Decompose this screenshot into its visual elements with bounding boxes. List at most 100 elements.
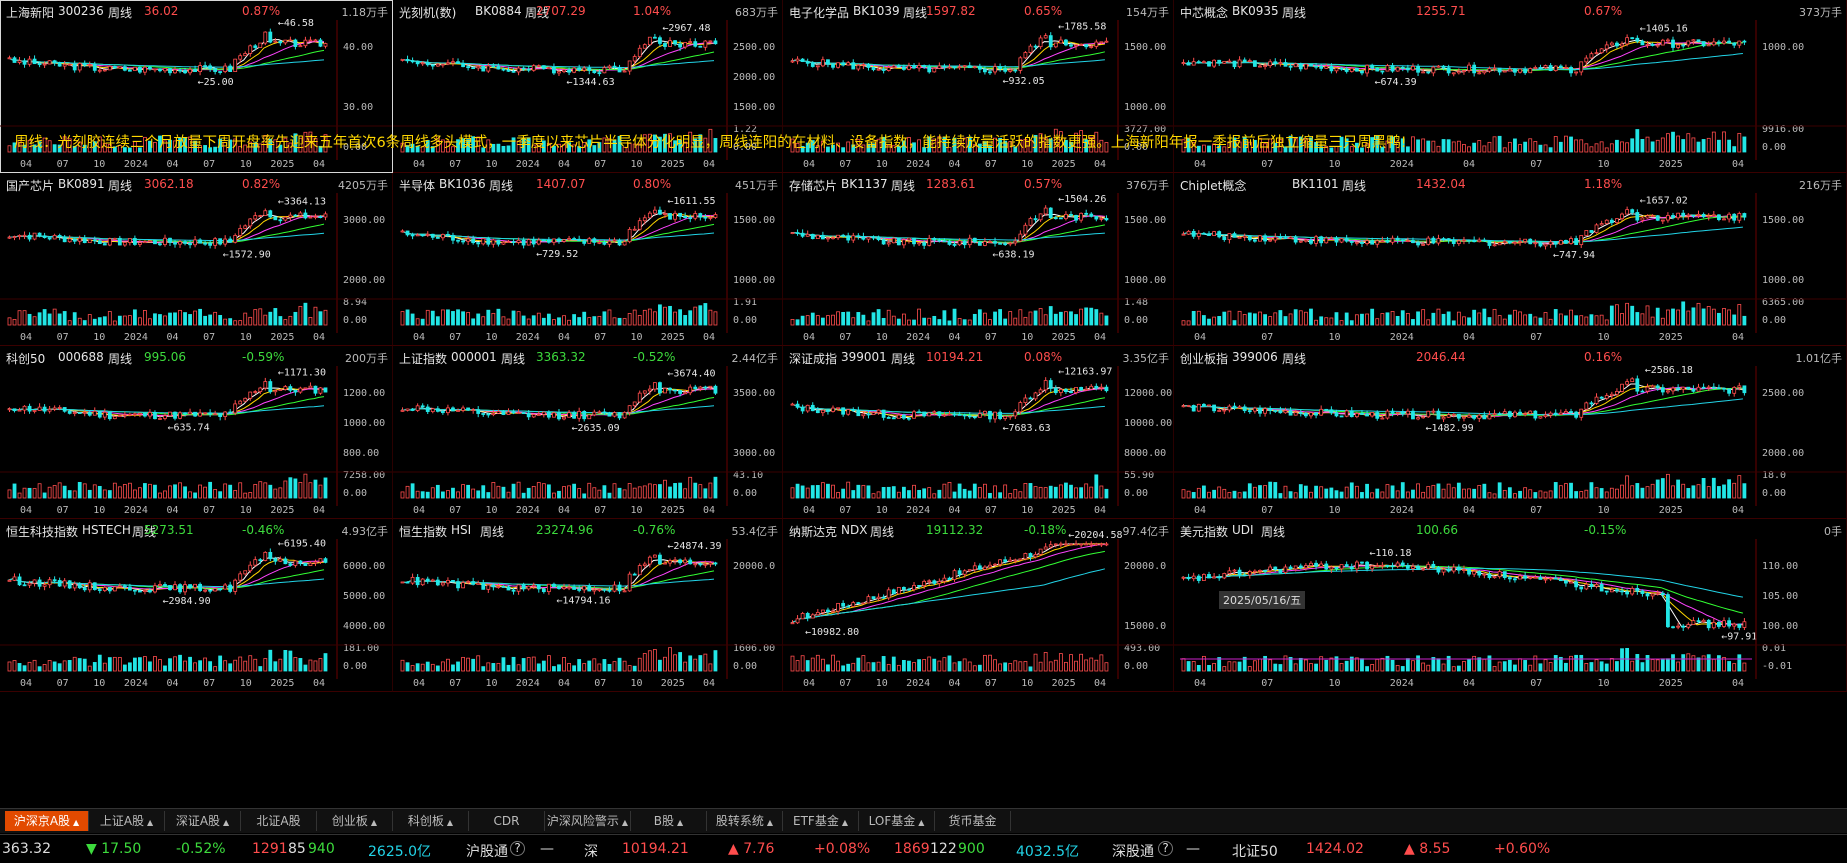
sgt-label[interactable]: 深股通 [1112, 844, 1154, 860]
period-low-label: ←747.94 [1553, 250, 1595, 261]
candlestick-chart[interactable]: ←3364.13←1572.903000.002000.008.940.0004… [0, 173, 393, 344]
market-tab[interactable]: 北证A股 [241, 811, 317, 831]
candlestick-chart[interactable]: ←1785.58←932.051500.001000.003727.000.00… [783, 0, 1174, 171]
market-tab[interactable]: 上证A股 ▲ [89, 811, 165, 831]
volume-tick-label: 0.00 [1124, 488, 1148, 499]
tab-dropdown-icon[interactable]: ▲ [621, 818, 629, 827]
volume-bar [647, 483, 652, 499]
market-tab[interactable]: LOF基金 ▲ [859, 811, 935, 831]
candle [228, 584, 233, 592]
market-tab[interactable]: ETF基金 ▲ [783, 811, 859, 831]
chart-panel[interactable]: 存储芯片 BK1137 周线 1283.61 0.57% 376万手 ←1504.26 ←63… [783, 173, 1174, 346]
chart-panel[interactable]: 中芯概念 BK0935 周线 1255.71 0.67% 373万手 ←1405.16 ←67… [1174, 0, 1847, 173]
volume-bar [800, 146, 805, 153]
chart-panel[interactable]: 深证成指 399001 周线 10194.21 0.08% 3.35亿手 ←12163.97… [783, 346, 1174, 519]
period-low-label: ←1344.63 [566, 77, 614, 88]
market-tab[interactable]: 沪深风险警示 ▲ [545, 811, 631, 831]
chart-panel[interactable]: 半导体 BK1036 周线 1407.07 0.80% 451万手 ←1611.55 ←729… [393, 173, 783, 346]
candlestick-chart[interactable]: ←20204.58←10982.8020000.015000.0493.000.… [783, 519, 1174, 690]
candle [168, 411, 172, 417]
candle [1604, 219, 1609, 224]
volume-bar [957, 140, 962, 153]
market-tab[interactable]: 创业板 ▲ [317, 811, 393, 831]
chart-panel[interactable]: Chiplet概念 BK1101 周线 1432.04 1.18% 216万手 ←1657.… [1174, 173, 1847, 346]
volume-bar [67, 320, 72, 326]
volume-bar [420, 318, 425, 326]
chart-panel[interactable]: 电子化学品 BK1039 周线 1597.82 0.65% 154万手 ←1785.58 ←9… [783, 0, 1174, 173]
volume-bar [1104, 662, 1109, 672]
candlestick-chart[interactable]: ←1171.30←635.741200.001000.00800.007258.… [0, 346, 393, 517]
candlestick-chart[interactable]: ←1657.02←747.941500.001000.006365.000.00… [1174, 173, 1847, 344]
candle [1048, 207, 1053, 219]
help-icon[interactable]: ? [1158, 841, 1173, 856]
time-axis-label: 2024 [516, 159, 540, 170]
candlestick-chart[interactable]: ←6195.40←2984.906000.005000.004000.00181… [0, 519, 393, 690]
volume-bar [1298, 310, 1303, 326]
candle [957, 414, 962, 416]
market-tab[interactable]: 股转系统 ▲ [707, 811, 783, 831]
candle [153, 240, 157, 245]
market-tab[interactable]: CDR [469, 811, 545, 831]
candlestick-chart[interactable]: ←2586.18←1482.992500.002000.0018.00.0004… [1174, 346, 1847, 517]
volume-bar [1319, 146, 1324, 153]
tab-dropdown-icon[interactable]: ▲ [841, 818, 848, 827]
chart-panel[interactable]: 恒生指数 HSI 周线 23274.96 -0.76% 53.4亿手 ←24874.39 ←1… [393, 519, 783, 692]
candle [323, 387, 328, 393]
time-axis-label: 04 [413, 678, 425, 689]
chart-panel[interactable]: 科创50 000688 周线 995.06 -0.59% 200万手 ←1171.30 ←63… [0, 346, 393, 519]
tab-dropdown-icon[interactable]: ▲ [370, 818, 378, 827]
tab-dropdown-icon[interactable]: ▲ [73, 818, 80, 827]
volume-bar [1640, 662, 1645, 672]
candle [1660, 387, 1665, 393]
candle [881, 596, 886, 599]
volume-bar [303, 302, 308, 326]
candle [12, 57, 17, 63]
panel-header: 创业板指 399006 周线 2046.44 0.16% 1.01亿手 [1180, 350, 1842, 366]
help-icon[interactable]: ? [510, 841, 525, 856]
market-tab[interactable]: 货币基金 [935, 811, 1011, 831]
chart-panel[interactable]: 美元指数 UDI 周线 100.66 -0.15% 0手 ←110.18 ←97.91 110.… [1174, 519, 1847, 692]
chart-panel[interactable]: 创业板指 399006 周线 2046.44 0.16% 1.01亿手 ←2586.18 ←1… [1174, 346, 1847, 519]
candle [1548, 577, 1553, 580]
candlestick-chart[interactable]: ←3674.40←2635.093500.003000.0043.100.000… [393, 346, 783, 517]
market-tab[interactable]: B股 ▲ [631, 811, 707, 831]
market-tab[interactable]: 科创板 ▲ [393, 811, 469, 831]
candle [967, 569, 972, 572]
candle [1089, 46, 1094, 48]
time-axis-label: 07 [203, 332, 215, 343]
candle [32, 410, 37, 412]
volume-bar [1390, 485, 1395, 499]
candle [1089, 385, 1094, 390]
chart-panel[interactable]: 光刻机(数) BK0884 周线 2707.29 1.04% 683万手 ←2967.48 ←… [393, 0, 783, 173]
candlestick-chart[interactable]: ←2967.48←1344.632500.002000.001500.001.2… [393, 0, 783, 171]
tab-dropdown-icon[interactable]: ▲ [918, 818, 925, 827]
chart-panel[interactable]: 纳斯达克 NDX 周线 19112.32 -0.18% 97.4亿手 ←20204.58 ←1… [783, 519, 1174, 692]
candlestick-chart[interactable]: ←12163.97←7683.6312000.0010000.008000.00… [783, 346, 1174, 517]
candle [1502, 571, 1507, 578]
time-axis-label: 10 [630, 678, 642, 689]
tab-dropdown-icon[interactable]: ▲ [766, 818, 774, 827]
volume-bar [871, 493, 876, 499]
chart-panel[interactable]: 上海新阳 300236 周线 36.02 0.87% 1.18万手 ←46.58 ←25.00… [0, 0, 393, 173]
candle [82, 411, 87, 414]
tab-dropdown-icon[interactable]: ▲ [223, 818, 230, 827]
candle [1676, 212, 1681, 219]
candlestick-chart[interactable]: ←110.18←97.91110.00105.00100.000.01-0.01… [1174, 519, 1847, 690]
market-tab-label: CDR [493, 814, 520, 828]
tab-dropdown-icon[interactable]: ▲ [677, 818, 684, 827]
chart-panel[interactable]: 国产芯片 BK0891 周线 3062.18 0.82% 4205万手 ←3364.13 ←1… [0, 173, 393, 346]
tab-dropdown-icon[interactable]: ▲ [147, 818, 154, 827]
chart-panel[interactable]: 恒生科技指数 HSTECH 周线 5273.51 -0.46% 4.93亿手 ←6195.4… [0, 519, 393, 692]
market-tab[interactable]: 深证A股 ▲ [165, 811, 241, 831]
chart-panel[interactable]: 上证指数 000001 周线 3363.32 -0.52% 2.44亿手 ←3674.40 ←… [393, 346, 783, 519]
tab-dropdown-icon[interactable]: ▲ [446, 818, 454, 827]
hgt-label[interactable]: 沪股通 [466, 844, 508, 860]
volume-bar [1691, 307, 1696, 326]
market-tab[interactable]: 沪深京A股 ▲ [5, 811, 89, 831]
volume-bar [1528, 313, 1533, 326]
